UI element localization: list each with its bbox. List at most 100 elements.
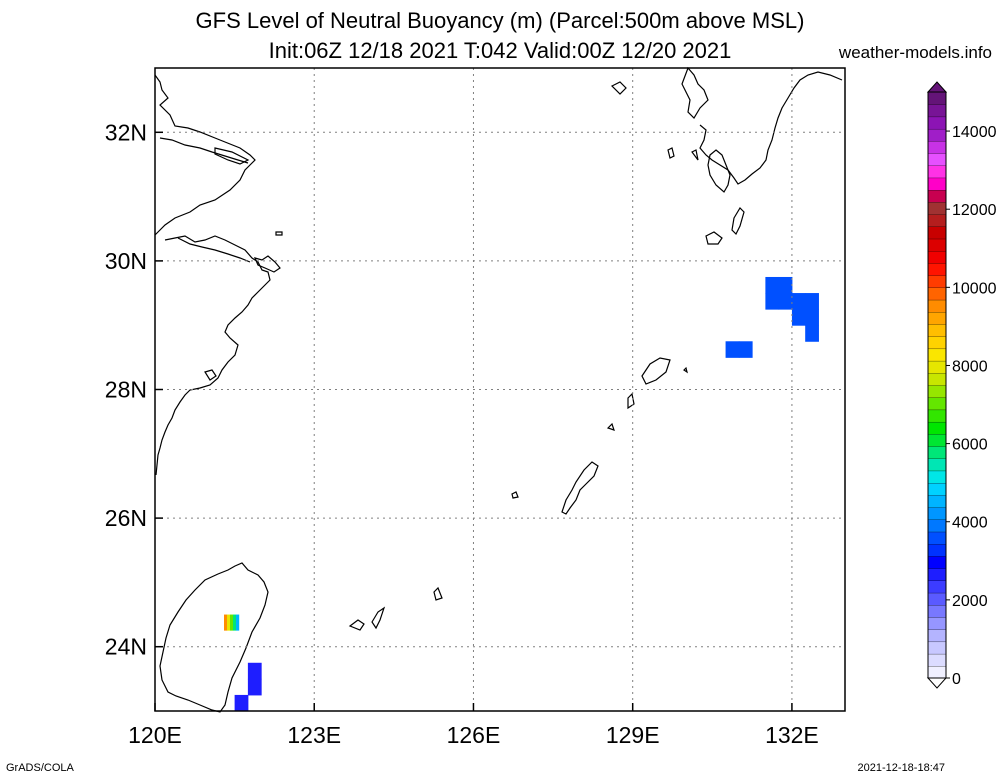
colorbar-segment [927,287,947,301]
island [275,231,283,236]
shaded-cell [224,614,228,631]
shaded-cell [778,276,793,294]
colorbar-segment [927,531,947,545]
colorbar-segment [927,91,947,105]
colorbar: 0 2000 4000 6000 8000 10000 12000 14000 [926,81,997,689]
colorbar-segment [927,336,947,350]
colorbar-segment [927,543,947,557]
axis-ticks: 120E 123E 126E 129E 132E 24N 26N 28N 30N 32N [105,119,819,748]
colorbar-max-cap [926,81,948,93]
colorbar-segment [927,140,947,154]
colorbar-label: 12000 [952,202,997,219]
colorbar-segment [927,482,947,496]
lon-tick-label: 120E [128,722,182,748]
colorbar-label: 6000 [952,437,988,454]
colorbar-segment [927,421,947,435]
yangtze-estuary [159,137,249,164]
island [204,369,217,381]
colorbar-segment [927,348,947,362]
yangtze-island [214,147,250,165]
colorbar-label: 8000 [952,358,988,375]
colorbar-segment [927,372,947,386]
colorbar-label: 2000 [952,593,988,610]
shaded-cell [778,293,793,310]
colorbar-segment [927,116,947,130]
colorbar-segment [927,665,947,679]
colorbar-segment [927,409,947,423]
shaded-cell [230,614,234,631]
chart-title: GFS Level of Neutral Buoyancy (m) (Parce… [195,8,805,33]
colorbar-segment [927,262,947,276]
shaded-cell [227,614,231,631]
colorbar-segment [927,323,947,337]
colorbar-segment [927,580,947,594]
colorbar-min-cap [926,677,948,689]
colorbar-segment [927,567,947,581]
colorbar-segment [927,250,947,264]
shaded-cells-layer [224,276,819,712]
taiwan-coastline [159,562,269,713]
colorbar-segment [927,519,947,533]
colorbar-label: 14000 [952,124,997,141]
colorbar-segment [927,397,947,411]
shaded-cell [765,276,780,294]
shaded-cell [234,694,249,712]
colorbar-segment [927,165,947,179]
lat-tick-label: 26N [105,505,147,531]
shaded-cell [805,293,819,310]
colorbar-segment [927,604,947,618]
shaded-cell [738,341,753,358]
island [610,81,627,95]
lon-tick-label: 129E [606,722,660,748]
colorbar-segment [927,238,947,252]
shaded-cell [247,678,262,696]
colorbar-segment [927,616,947,630]
lon-tick-label: 126E [447,722,501,748]
chart-subtitle: Init:06Z 12/18 2021 T:042 Valid:00Z 12/2… [268,38,732,63]
colorbar-segment [927,311,947,325]
colorbar-segment [927,433,947,447]
island [691,149,699,161]
colorbar-label: 4000 [952,515,988,532]
colorbar-segment [927,494,947,508]
shaded-cell [791,293,806,310]
island [511,491,519,499]
shaded-cell [247,662,262,680]
lat-tick-label: 30N [105,248,147,274]
colorbar-segment [927,104,947,118]
yakushima-island [705,231,723,245]
island [433,586,443,601]
kagoshima-bay [707,149,731,193]
colorbar-segment [927,128,947,142]
colorbar-segment [927,360,947,374]
colorbar-segment [927,653,947,667]
colorbar-frame [927,91,947,679]
amami-island [641,357,671,385]
hangzhou-bay [177,237,251,263]
colorbar-segment [927,274,947,288]
kyushu-coastline [699,71,843,185]
kyushu-coastline [681,66,709,119]
software-credit: GrADS/COLA [6,762,74,774]
colorbar-segment [927,177,947,191]
shaded-cell [765,293,780,310]
island [606,422,615,431]
colorbar-segment [927,213,947,227]
lon-tick-label: 132E [765,722,819,748]
shaded-cell [236,614,240,631]
colorbar-segment [927,555,947,569]
colorbar-segment [927,592,947,606]
coastline-layer [154,66,843,713]
colorbar-segment [927,641,947,655]
shaded-cell [791,309,806,326]
island [348,619,365,631]
lat-tick-label: 24N [105,634,147,660]
okinawa-island [561,461,599,515]
lat-tick-label: 28N [105,377,147,403]
island [253,255,281,273]
colorbar-segment [927,189,947,203]
tanegashima-island [731,207,745,236]
shaded-cell [233,614,237,631]
lat-tick-label: 32N [105,119,147,145]
